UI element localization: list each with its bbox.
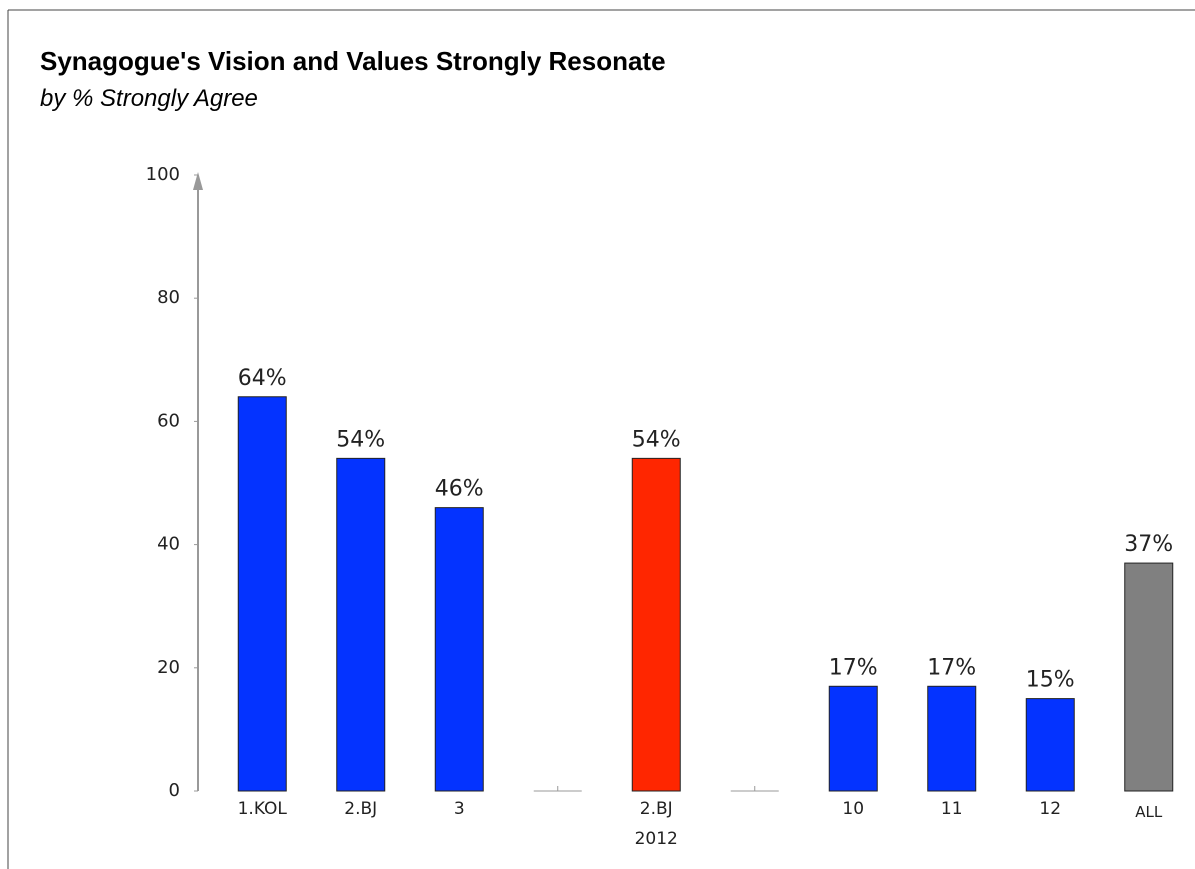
y-tick-label: 100 (146, 164, 180, 185)
bar (336, 457, 386, 792)
x-tick-label: 1.KOL (237, 799, 287, 819)
x-tick-label: 11 (940, 799, 963, 819)
bar (828, 685, 878, 792)
y-tick-label: 40 (157, 534, 180, 555)
value-label: 17% (927, 655, 976, 680)
value-label: 54% (632, 427, 681, 452)
bar (434, 507, 484, 792)
bar (1025, 698, 1075, 792)
value-label: 64% (238, 366, 287, 391)
value-label: 54% (336, 427, 385, 452)
x-tick-label: 12 (1039, 799, 1062, 819)
x-tick-label: 3 (453, 799, 465, 819)
y-tick-label: 80 (157, 287, 180, 308)
chart-title: Synagogue's Vision and Values Strongly R… (40, 46, 666, 76)
x-tick-label: ALL (1135, 803, 1163, 821)
bar (927, 685, 977, 792)
y-tick-label: 20 (157, 657, 180, 678)
bar (1124, 562, 1174, 792)
y-axis-arrow (193, 172, 203, 190)
value-label: 15% (1026, 668, 1075, 693)
value-label: 37% (1124, 532, 1173, 557)
x-tick-label: 10 (842, 799, 865, 819)
bar (631, 457, 681, 792)
x-tick-label: 2.BJ 2012 (634, 799, 678, 849)
x-tick-label: 2.BJ (344, 799, 378, 819)
value-label: 46% (435, 477, 484, 502)
y-tick-label: 0 (169, 780, 180, 801)
value-label: 17% (829, 655, 878, 680)
chart-subtitle: by % Strongly Agree (40, 85, 258, 112)
bar (237, 396, 287, 792)
y-tick-label: 60 (157, 410, 180, 431)
